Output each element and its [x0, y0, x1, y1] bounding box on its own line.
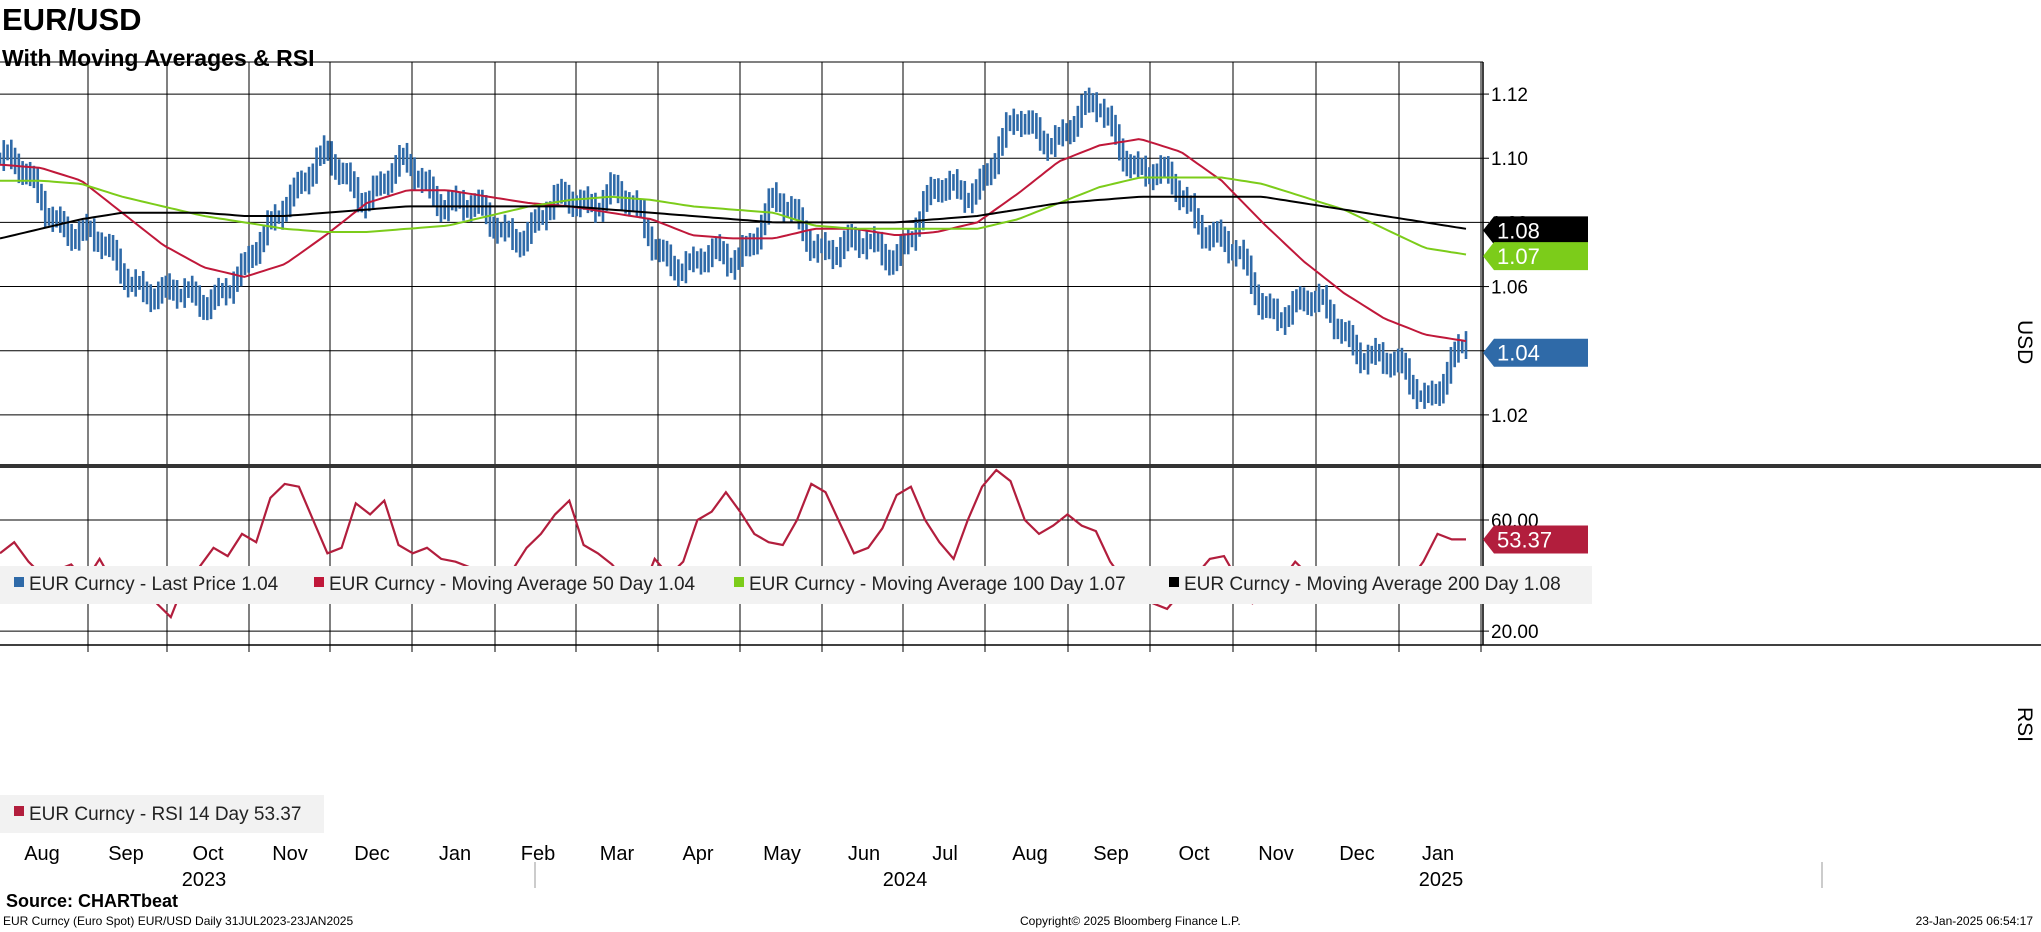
legend-swatch	[14, 806, 24, 816]
value-tag-1: 1.07	[1483, 242, 1588, 271]
value-tag-0-shape	[1483, 216, 1588, 245]
rsi-legend-box	[0, 795, 324, 833]
rsi-panel	[0, 468, 1466, 620]
legends: EUR Curncy - Last Price 1.04 EUR Curncy -…	[0, 566, 1592, 833]
rsi-tick-label: 20.00	[1491, 622, 1539, 643]
price-panel	[0, 87, 1468, 410]
ma50-line	[0, 138, 1467, 343]
x-tick-label: Jun	[848, 843, 880, 865]
legend-entry: EUR Curncy - Last Price 1.04	[29, 574, 279, 595]
grid	[0, 61, 2041, 646]
moving-average-lines	[0, 138, 1467, 343]
x-tick-label: Apr	[682, 843, 713, 865]
legend-swatch	[1169, 577, 1179, 587]
price-tick-label: 1.12	[1491, 85, 1528, 106]
price-tick-label: 1.10	[1491, 149, 1528, 170]
year-label: 2023	[182, 869, 227, 891]
price-tick-label: 1.02	[1491, 406, 1528, 427]
x-tick-label: Oct	[1178, 843, 1210, 865]
x-tick-label: Oct	[192, 843, 224, 865]
source-note: Source: CHARTbeat	[6, 891, 179, 911]
value-tag-1-shape	[1483, 242, 1588, 271]
ma200-line	[0, 195, 1467, 240]
axes: 1.021.041.061.081.101.1220.0040.0060.00U…	[24, 85, 2036, 891]
value-tag-2-label: 1.04	[1497, 341, 1540, 366]
x-tick-label: Jul	[932, 843, 958, 865]
x-tick-label: Nov	[272, 843, 308, 865]
price-legend-box	[0, 566, 1592, 604]
rsi-axis-label: RSI	[2013, 707, 2036, 742]
x-tick-label: Sep	[1093, 843, 1129, 865]
x-tick-label: Nov	[1258, 843, 1294, 865]
rsi-line	[0, 468, 1466, 620]
year-label: 2024	[883, 869, 928, 891]
legend-swatch	[314, 577, 324, 587]
value-tag-2-shape	[1483, 338, 1588, 367]
legend-entry: EUR Curncy - RSI 14 Day 53.37	[29, 804, 301, 825]
price-axis-label: USD	[2013, 320, 2036, 364]
price-tick-label: 1.06	[1491, 278, 1528, 299]
rsi-value-tag-shape	[1483, 525, 1588, 554]
x-tick-label: Jan	[1422, 843, 1454, 865]
chart-subtitle: With Moving Averages & RSI	[2, 45, 315, 71]
value-tag-0-label: 1.08	[1497, 218, 1540, 243]
x-tick-label: Dec	[1339, 843, 1375, 865]
x-tick-label: Aug	[1012, 843, 1048, 865]
value-tag-2: 1.04	[1483, 338, 1588, 367]
legend-swatch	[734, 577, 744, 587]
x-tick-label: Sep	[108, 843, 144, 865]
ma100-line	[0, 176, 1467, 256]
x-tick-label: Jan	[439, 843, 471, 865]
chart-title: EUR/USD	[2, 2, 142, 37]
x-tick-label: Feb	[521, 843, 555, 865]
x-tick-label: Dec	[354, 843, 390, 865]
legend-swatch	[14, 577, 24, 587]
x-tick-label: May	[763, 843, 801, 865]
rsi-value-tag-label: 53.37	[1497, 527, 1552, 552]
legend-entry: EUR Curncy - Moving Average 50 Day 1.04	[329, 574, 696, 595]
x-tick-label: Aug	[24, 843, 60, 865]
rsi-value-tag: 53.37	[1483, 525, 1588, 554]
value-tag-0: 1.08	[1483, 216, 1588, 245]
legend-entry: EUR Curncy - Moving Average 100 Day 1.07	[749, 574, 1126, 595]
legend-entry: EUR Curncy - Moving Average 200 Day 1.08	[1184, 574, 1561, 595]
x-tick-label: Mar	[600, 843, 635, 865]
footer-description: EUR Curncy (Euro Spot) EUR/USD Daily 31J…	[3, 914, 354, 928]
year-label: 2025	[1419, 869, 1464, 891]
value-tag-1-label: 1.07	[1497, 244, 1540, 269]
footer-copyright: Copyright© 2025 Bloomberg Finance L.P.	[1020, 914, 1241, 928]
footer-timestamp: 23-Jan-2025 06:54:17	[1915, 914, 2033, 928]
